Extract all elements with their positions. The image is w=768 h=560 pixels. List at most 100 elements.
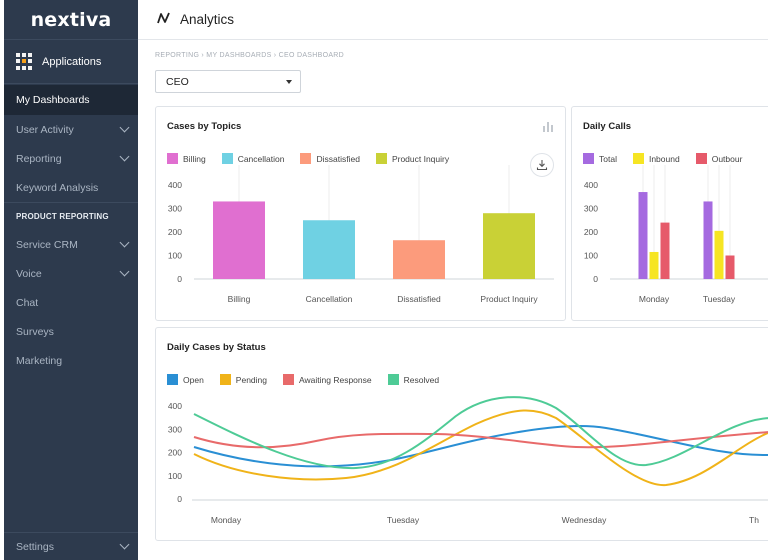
- line-resolved: [193, 396, 768, 470]
- bar-outbour-monday: [660, 222, 670, 279]
- legend-item-awaiting-response[interactable]: Awaiting Response: [283, 374, 372, 385]
- legend-swatch: [167, 153, 178, 164]
- legend-swatch: [583, 153, 594, 164]
- cases-legend: Billing Cancellation Dissatisfied Produc…: [167, 153, 465, 164]
- legend-item-open[interactable]: Open: [167, 374, 204, 385]
- y-tick-label: 200: [168, 227, 182, 237]
- top-header: Analytics: [138, 0, 768, 40]
- x-tick-label: Cancellation: [306, 294, 353, 304]
- dashboard-select[interactable]: CEO: [155, 70, 301, 93]
- bar-total-tuesday: [703, 201, 713, 279]
- caret-down-icon: [286, 79, 292, 84]
- nextiva-logo[interactable]: nextiva: [4, 0, 138, 40]
- daily-calls-chart: 400 300 200 100 0 Monday Tuesday: [584, 165, 768, 304]
- legend-swatch: [300, 153, 312, 164]
- legend-swatch: [387, 374, 399, 385]
- sidebar: nextiva Applications My Dashboards User …: [4, 0, 138, 560]
- y-tick-label: 300: [168, 424, 182, 434]
- sidebar-item-my-dashboards[interactable]: My Dashboards: [4, 85, 138, 115]
- legend-item-inbound[interactable]: Inbound: [632, 153, 680, 164]
- legend-item-pending[interactable]: Pending: [219, 374, 267, 385]
- legend-swatch: [283, 374, 294, 385]
- bar-product-inquiry: [483, 213, 535, 279]
- sidebar-item-settings[interactable]: Settings: [4, 532, 138, 560]
- y-tick-label: 200: [168, 448, 182, 458]
- y-tick-label: 100: [168, 471, 182, 481]
- legend-item-cancellation[interactable]: Cancellation: [221, 153, 284, 164]
- bar-inbound-tuesday: [714, 230, 724, 279]
- x-tick-label: Billing: [228, 294, 251, 304]
- sidebar-item-marketing[interactable]: Marketing: [16, 354, 63, 367]
- analytics-icon: [156, 10, 172, 30]
- sidebar-item-keyword-analysis[interactable]: Keyword Analysis: [16, 181, 99, 194]
- x-tick-label: Wednesday: [562, 515, 607, 525]
- bar-total-monday: [638, 192, 648, 279]
- bar-cancellation: [303, 220, 355, 279]
- logo-text: nextiva: [30, 8, 112, 31]
- cases-by-topics-card: Cases by Topics Billing Cancellation Dis…: [155, 106, 566, 321]
- x-tick-label: Dissatisfied: [397, 294, 441, 304]
- card-title: Daily Cases by Status: [167, 342, 266, 353]
- dashboard-select-value: CEO: [166, 75, 189, 88]
- line-pending: [193, 409, 768, 487]
- sidebar-nav: My Dashboards User Activity Reporting Ke…: [4, 85, 138, 375]
- card-title: Cases by Topics: [167, 121, 242, 132]
- chevron-down-icon: [119, 237, 130, 248]
- x-tick-label: Tuesday: [703, 294, 736, 304]
- line-awaiting-response: [193, 431, 768, 449]
- card-title: Daily Calls: [583, 121, 632, 132]
- chevron-down-icon: [119, 151, 130, 162]
- legend-item-billing[interactable]: Billing: [167, 153, 206, 164]
- bar-inbound-monday: [649, 251, 659, 279]
- daily-calls-card: Daily Calls Total Inbound Outbour 400 300…: [571, 106, 768, 321]
- y-tick-label: 100: [168, 251, 182, 261]
- x-tick-label: Product Inquiry: [480, 294, 538, 304]
- legend-item-dissatisfied[interactable]: Dissatisfied: [300, 153, 360, 164]
- y-tick-label: 0: [593, 274, 598, 284]
- y-tick-label: 100: [584, 251, 598, 261]
- chevron-down-icon: [119, 539, 130, 550]
- breadcrumb[interactable]: REPORTING › MY DASHBOARDS › CEO DASHBOAR…: [155, 52, 345, 59]
- y-tick-label: 400: [168, 401, 182, 411]
- y-tick-label: 0: [177, 274, 182, 284]
- legend-item-resolved[interactable]: Resolved: [387, 374, 439, 385]
- apps-grid-icon: [16, 53, 33, 70]
- applications-label: Applications: [42, 55, 102, 68]
- legend-item-total[interactable]: Total: [583, 153, 617, 164]
- chevron-down-icon: [119, 122, 130, 133]
- applications-button[interactable]: Applications: [4, 40, 138, 84]
- daily-cases-by-status-chart: 400 300 200 100 0 Monday Tuesday Wednesday Th: [168, 396, 768, 525]
- sidebar-item-surveys[interactable]: Surveys: [16, 325, 54, 338]
- x-tick-label: Tuesday: [387, 515, 420, 525]
- download-button[interactable]: [530, 153, 554, 177]
- legend-item-outbound[interactable]: Outbour: [695, 153, 742, 164]
- bar-outbour-tuesday: [725, 255, 735, 279]
- y-tick-label: 300: [168, 204, 182, 214]
- y-tick-label: 0: [177, 494, 182, 504]
- sidebar-item-service-crm[interactable]: Service CRM: [4, 230, 138, 259]
- y-tick-label: 200: [584, 227, 598, 237]
- legend-swatch: [219, 374, 231, 385]
- status-legend: Open Pending Awaiting Response Resolved: [167, 374, 455, 385]
- bar-chart-icon[interactable]: [542, 119, 554, 137]
- bar-billing: [213, 201, 265, 279]
- sidebar-item-reporting[interactable]: Reporting: [4, 144, 138, 173]
- legend-item-product-inquiry[interactable]: Product Inquiry: [375, 153, 449, 164]
- daily-cases-by-status-card: Daily Cases by Status Open Pending Await…: [155, 327, 768, 541]
- product-reporting-heading: PRODUCT REPORTING: [4, 202, 138, 230]
- x-tick-label: Monday: [639, 294, 670, 304]
- page-title: Analytics: [180, 12, 235, 27]
- chevron-down-icon: [119, 266, 130, 277]
- download-icon: [536, 160, 548, 171]
- calls-legend: Total Inbound Outbour: [583, 153, 758, 164]
- y-tick-label: 400: [584, 180, 598, 190]
- bar-dissatisfied: [393, 240, 445, 279]
- legend-swatch: [221, 153, 233, 164]
- sidebar-item-user-activity[interactable]: User Activity: [4, 115, 138, 144]
- y-tick-label: 300: [584, 204, 598, 214]
- sidebar-item-chat[interactable]: Chat: [16, 296, 39, 309]
- x-tick-label: Monday: [211, 515, 242, 525]
- sidebar-item-voice[interactable]: Voice: [4, 259, 138, 288]
- cases-by-topics-chart: 400 300 200 100 0 Billing Cancellation Dissatis…: [168, 165, 554, 304]
